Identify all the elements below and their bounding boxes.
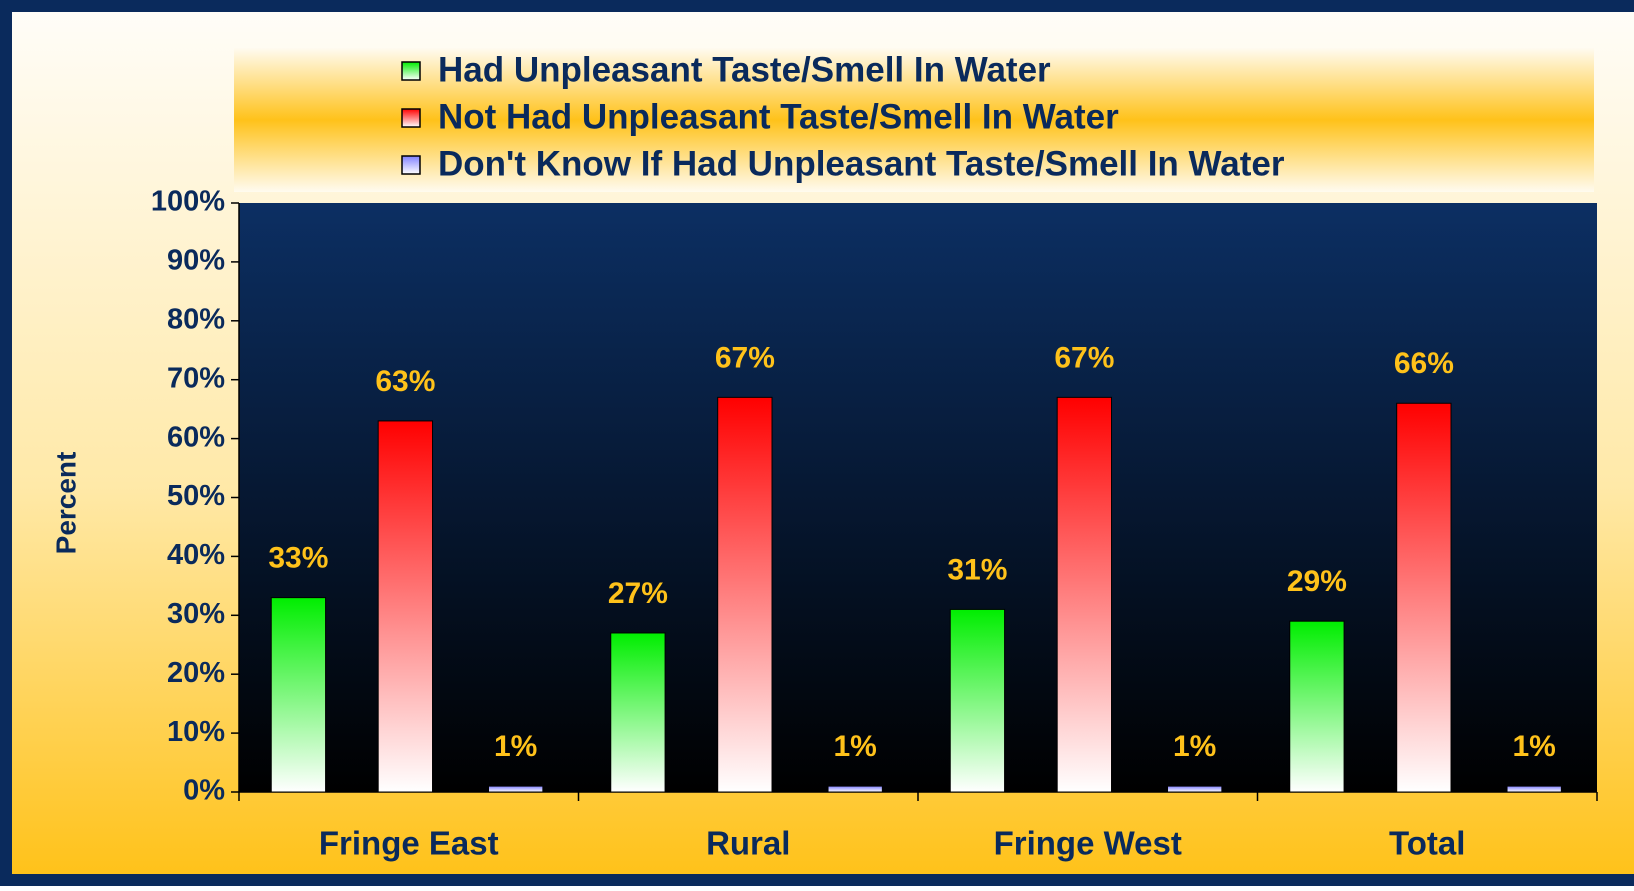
plot-area (239, 203, 1597, 792)
bar (610, 632, 666, 793)
legend-label: Not Had Unpleasant Taste/Smell In Water (438, 97, 1119, 136)
x-tick-label: Fringe West (994, 825, 1182, 862)
y-tick-label: 70% (167, 362, 225, 394)
y-tick-label: 40% (167, 539, 225, 571)
legend-swatch (401, 61, 421, 81)
y-tick-label: 90% (167, 245, 225, 277)
x-tick-label: Rural (706, 825, 790, 862)
bar (270, 597, 327, 793)
bar (717, 396, 773, 793)
bar (1167, 785, 1223, 793)
data-label: 1% (834, 730, 877, 763)
bar (1506, 785, 1562, 793)
legend-swatch (401, 155, 421, 175)
bar (949, 608, 1006, 793)
bar (1056, 396, 1113, 793)
y-tick-label: 60% (167, 421, 225, 453)
legend-label: Don't Know If Had Unpleasant Taste/Smell… (438, 144, 1285, 183)
y-tick-label: 20% (167, 657, 225, 689)
y-tick-label: 100% (151, 186, 225, 218)
y-tick-label: 0% (183, 775, 225, 807)
data-label: 63% (375, 365, 435, 398)
y-tick-label: 50% (167, 480, 225, 512)
data-label: 1% (494, 730, 537, 763)
data-label: 33% (268, 542, 328, 575)
legend-swatch (401, 108, 421, 128)
data-label: 67% (715, 341, 775, 374)
bar (488, 785, 544, 793)
data-label: 27% (608, 577, 668, 610)
x-tick-label: Fringe East (319, 825, 499, 862)
data-label: 67% (1054, 341, 1114, 374)
legend-box (234, 48, 1594, 192)
y-tick-label: 30% (167, 598, 225, 630)
y-axis-label: Percent (50, 452, 81, 555)
data-label: 29% (1287, 565, 1347, 598)
bar (827, 785, 883, 793)
y-tick-label: 10% (167, 716, 225, 748)
bar (1396, 402, 1452, 793)
data-label: 31% (947, 553, 1007, 586)
legend-label: Had Unpleasant Taste/Smell In Water (438, 50, 1051, 89)
data-label: 1% (1173, 730, 1216, 763)
x-tick-label: Total (1389, 825, 1465, 862)
data-label: 1% (1513, 730, 1556, 763)
bar (377, 420, 434, 793)
y-tick-label: 80% (167, 303, 225, 335)
bar (1289, 620, 1345, 793)
data-label: 66% (1394, 347, 1454, 380)
